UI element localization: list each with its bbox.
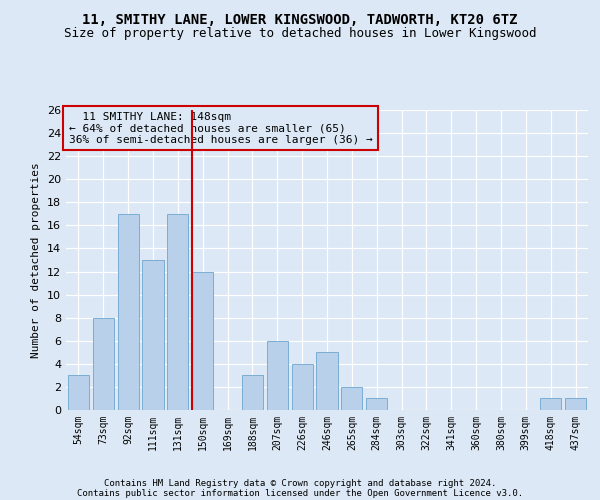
Y-axis label: Number of detached properties: Number of detached properties (31, 162, 41, 358)
Bar (341, 387, 362, 410)
Bar (316, 352, 338, 410)
Bar (142, 260, 164, 410)
Bar (192, 272, 213, 410)
Bar (242, 376, 263, 410)
Bar (565, 398, 586, 410)
Text: Contains HM Land Registry data © Crown copyright and database right 2024.: Contains HM Land Registry data © Crown c… (104, 478, 496, 488)
Bar (93, 318, 114, 410)
Bar (118, 214, 139, 410)
Bar (267, 341, 288, 410)
Bar (366, 398, 387, 410)
Bar (68, 376, 89, 410)
Text: Size of property relative to detached houses in Lower Kingswood: Size of property relative to detached ho… (64, 28, 536, 40)
Text: 11 SMITHY LANE: 148sqm
← 64% of detached houses are smaller (65)
36% of semi-det: 11 SMITHY LANE: 148sqm ← 64% of detached… (68, 112, 373, 144)
Bar (292, 364, 313, 410)
Text: Contains public sector information licensed under the Open Government Licence v3: Contains public sector information licen… (77, 488, 523, 498)
Bar (167, 214, 188, 410)
Bar (540, 398, 561, 410)
Text: 11, SMITHY LANE, LOWER KINGSWOOD, TADWORTH, KT20 6TZ: 11, SMITHY LANE, LOWER KINGSWOOD, TADWOR… (82, 12, 518, 26)
